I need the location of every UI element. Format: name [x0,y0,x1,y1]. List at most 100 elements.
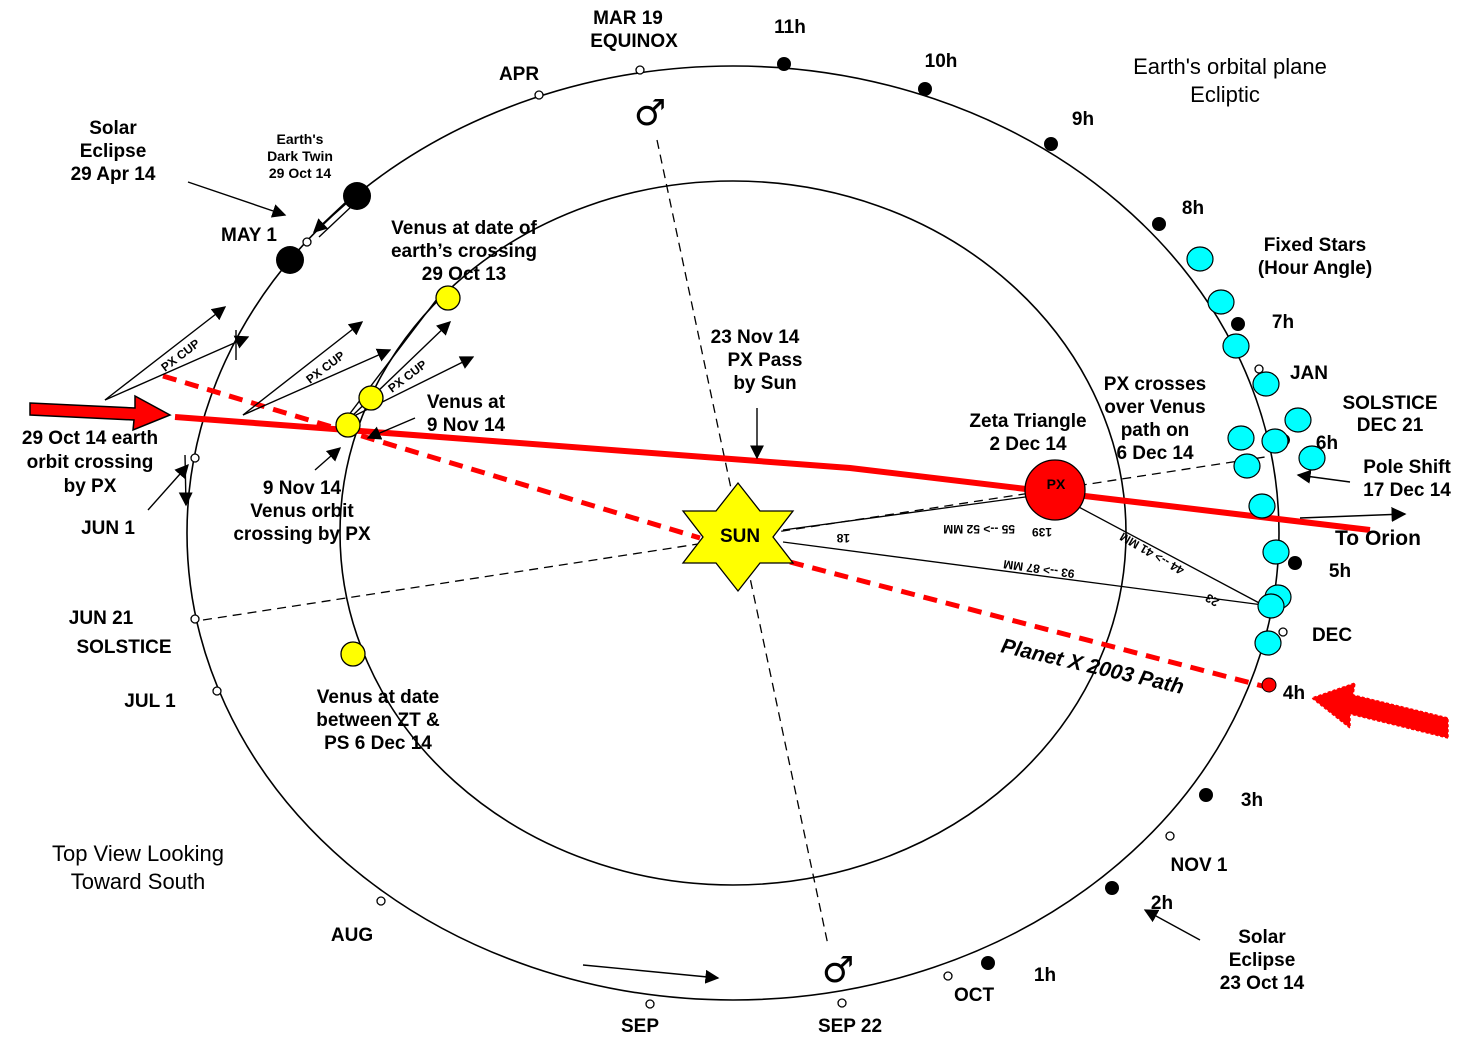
hour-label-5: 5h [1329,561,1351,582]
hour-7 [1231,317,1245,331]
fixed-star [1284,407,1312,433]
px-path-solid [174,414,1371,533]
venus-orbit-cross-arrow [314,447,342,471]
venus-orbit [339,180,1127,886]
month-aug: AUG [331,925,373,946]
hour-3 [1199,788,1213,802]
plane-title-line1: Earth's orbital plane [1133,54,1327,79]
mars-symbol-bottom: ♂ [822,950,854,991]
month-jan: JAN [1290,363,1328,384]
equinox-label: EQUINOX [590,31,678,52]
dist-18: 18 [836,531,850,545]
marker-jul1 [212,686,222,696]
marker-may1 [302,237,312,247]
venus-nov9-line2: 9 Nov 14 [427,415,506,436]
px-pass-line3: by Sun [733,373,796,394]
mars-symbol-top: ♂ [634,93,666,134]
fixed-star [1261,428,1289,454]
entering-red-arrow [1310,681,1449,739]
mar19-label: MAR 19 [593,8,663,29]
hour-8 [1152,217,1166,231]
eclipse-oct-line2: Eclipse [1229,950,1296,971]
venus-nov9-b [335,412,361,438]
month-sep22: SEP 22 [818,1016,882,1037]
dark-twin-arrow [312,199,349,233]
month-jul1: JUL 1 [124,691,176,712]
hour-5 [1288,556,1302,570]
px-cup-label-2: PX CUP [303,348,347,386]
to-orion-label: To Orion [1335,527,1421,550]
hour-10 [918,82,932,96]
px-cup-arrow-1 [104,306,227,401]
orbit-dir-arrow-left [178,454,193,507]
marker-jan [1254,364,1264,374]
px-crosses-line3: path on [1121,420,1190,441]
fixed-stars [1186,246,1326,656]
dark-twin-planet [343,182,371,210]
pole-shift-line1: Pole Shift [1363,457,1451,478]
hour-2 [1105,881,1119,895]
hour-label-3: 3h [1241,790,1263,811]
fixed-star [1298,445,1326,471]
fixed-star [1257,593,1285,619]
marker-apr [534,90,544,100]
hour-1 [981,956,995,970]
venus-nov9-arrow [366,417,416,440]
venus-crossing-line3: 29 Oct 13 [422,264,507,285]
marker-mar19 [635,65,645,75]
dist-23: 23 [1203,591,1222,610]
eclipse-oct-arrow [1143,909,1201,941]
earth-crossing-line3: by PX [64,476,117,497]
px-cup-arrow-2b [242,348,392,416]
eclipse-apr-line2: Eclipse [80,141,147,162]
sun-star [681,481,795,593]
pole-shift-line2: 17 Dec 14 [1363,480,1451,501]
planet-x-path-label: Planet X 2003 Path [999,634,1186,698]
orbit-dir-arrow-bottom [582,964,720,984]
solstice-dec-line1: SOLSTICE [1342,393,1437,414]
month-sep: SEP [621,1016,659,1037]
hour-label-9: 9h [1072,109,1094,130]
fixed-stars-line1: Fixed Stars [1264,235,1366,256]
solstice-dec-line2: DEC 21 [1357,415,1424,436]
px-path-dashed-lower [789,559,1271,691]
px-crosses-line2: over Venus [1104,397,1205,418]
jun1-arrow [147,463,189,511]
plane-title-line2: Ecliptic [1190,82,1260,107]
marker-dec [1278,627,1288,637]
month-solstice: SOLSTICE [76,637,171,658]
fixed-star [1207,289,1235,315]
hour-label-7: 7h [1272,312,1294,333]
sun-label: SUN [720,526,760,547]
hour-label-6: 6h [1316,433,1338,454]
month-apr: APR [499,64,539,85]
fixed-star [1227,425,1255,451]
eclipse-oct-line1: Solar [1238,927,1286,948]
px-path-dashed-upper [162,373,701,541]
sun-px-line [782,494,1041,531]
hour-11 [777,57,791,71]
dist-93-87: 93 --> 87 MM [1002,557,1075,581]
planet-x-label: PX [1047,476,1066,492]
sun-earth-line [782,541,1264,606]
month-markers [190,65,1288,1009]
month-jun21: JUN 21 [69,608,134,629]
venus-zt-line1: Venus at date [317,687,440,708]
hour-label-4: 4h [1283,683,1305,704]
fixed-star [1248,493,1276,519]
fixed-star [1222,333,1250,359]
month-nov1: NOV 1 [1170,855,1227,876]
hour-label-8: 8h [1182,198,1204,219]
venus-orbit-line1: 9 Nov 14 [263,478,342,499]
px-crosses-line4: 6 Dec 14 [1116,443,1194,464]
month-may1: MAY 1 [221,225,277,246]
venus-orbit-line3: crossing by PX [233,524,371,545]
venus-crossing-line1: Venus at date of [391,218,537,239]
venus-markers [335,285,461,667]
marker-jun21 [190,614,200,624]
hour-9 [1044,137,1058,151]
eclipse-apr-line1: Solar [89,118,137,139]
month-dec: DEC [1312,625,1352,646]
hour-4 [1261,677,1277,693]
